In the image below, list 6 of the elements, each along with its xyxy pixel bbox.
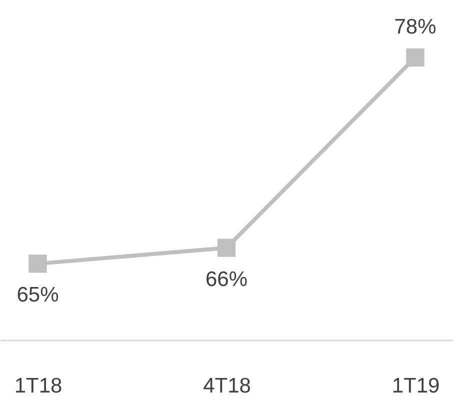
x-tick-label: 1T18 bbox=[14, 374, 62, 398]
x-tick-label: 1T19 bbox=[392, 374, 440, 398]
data-label: 65% bbox=[16, 284, 59, 307]
data-label: 78% bbox=[394, 15, 436, 38]
data-label: 66% bbox=[205, 268, 248, 291]
x-tick-label: 4T18 bbox=[203, 374, 251, 398]
